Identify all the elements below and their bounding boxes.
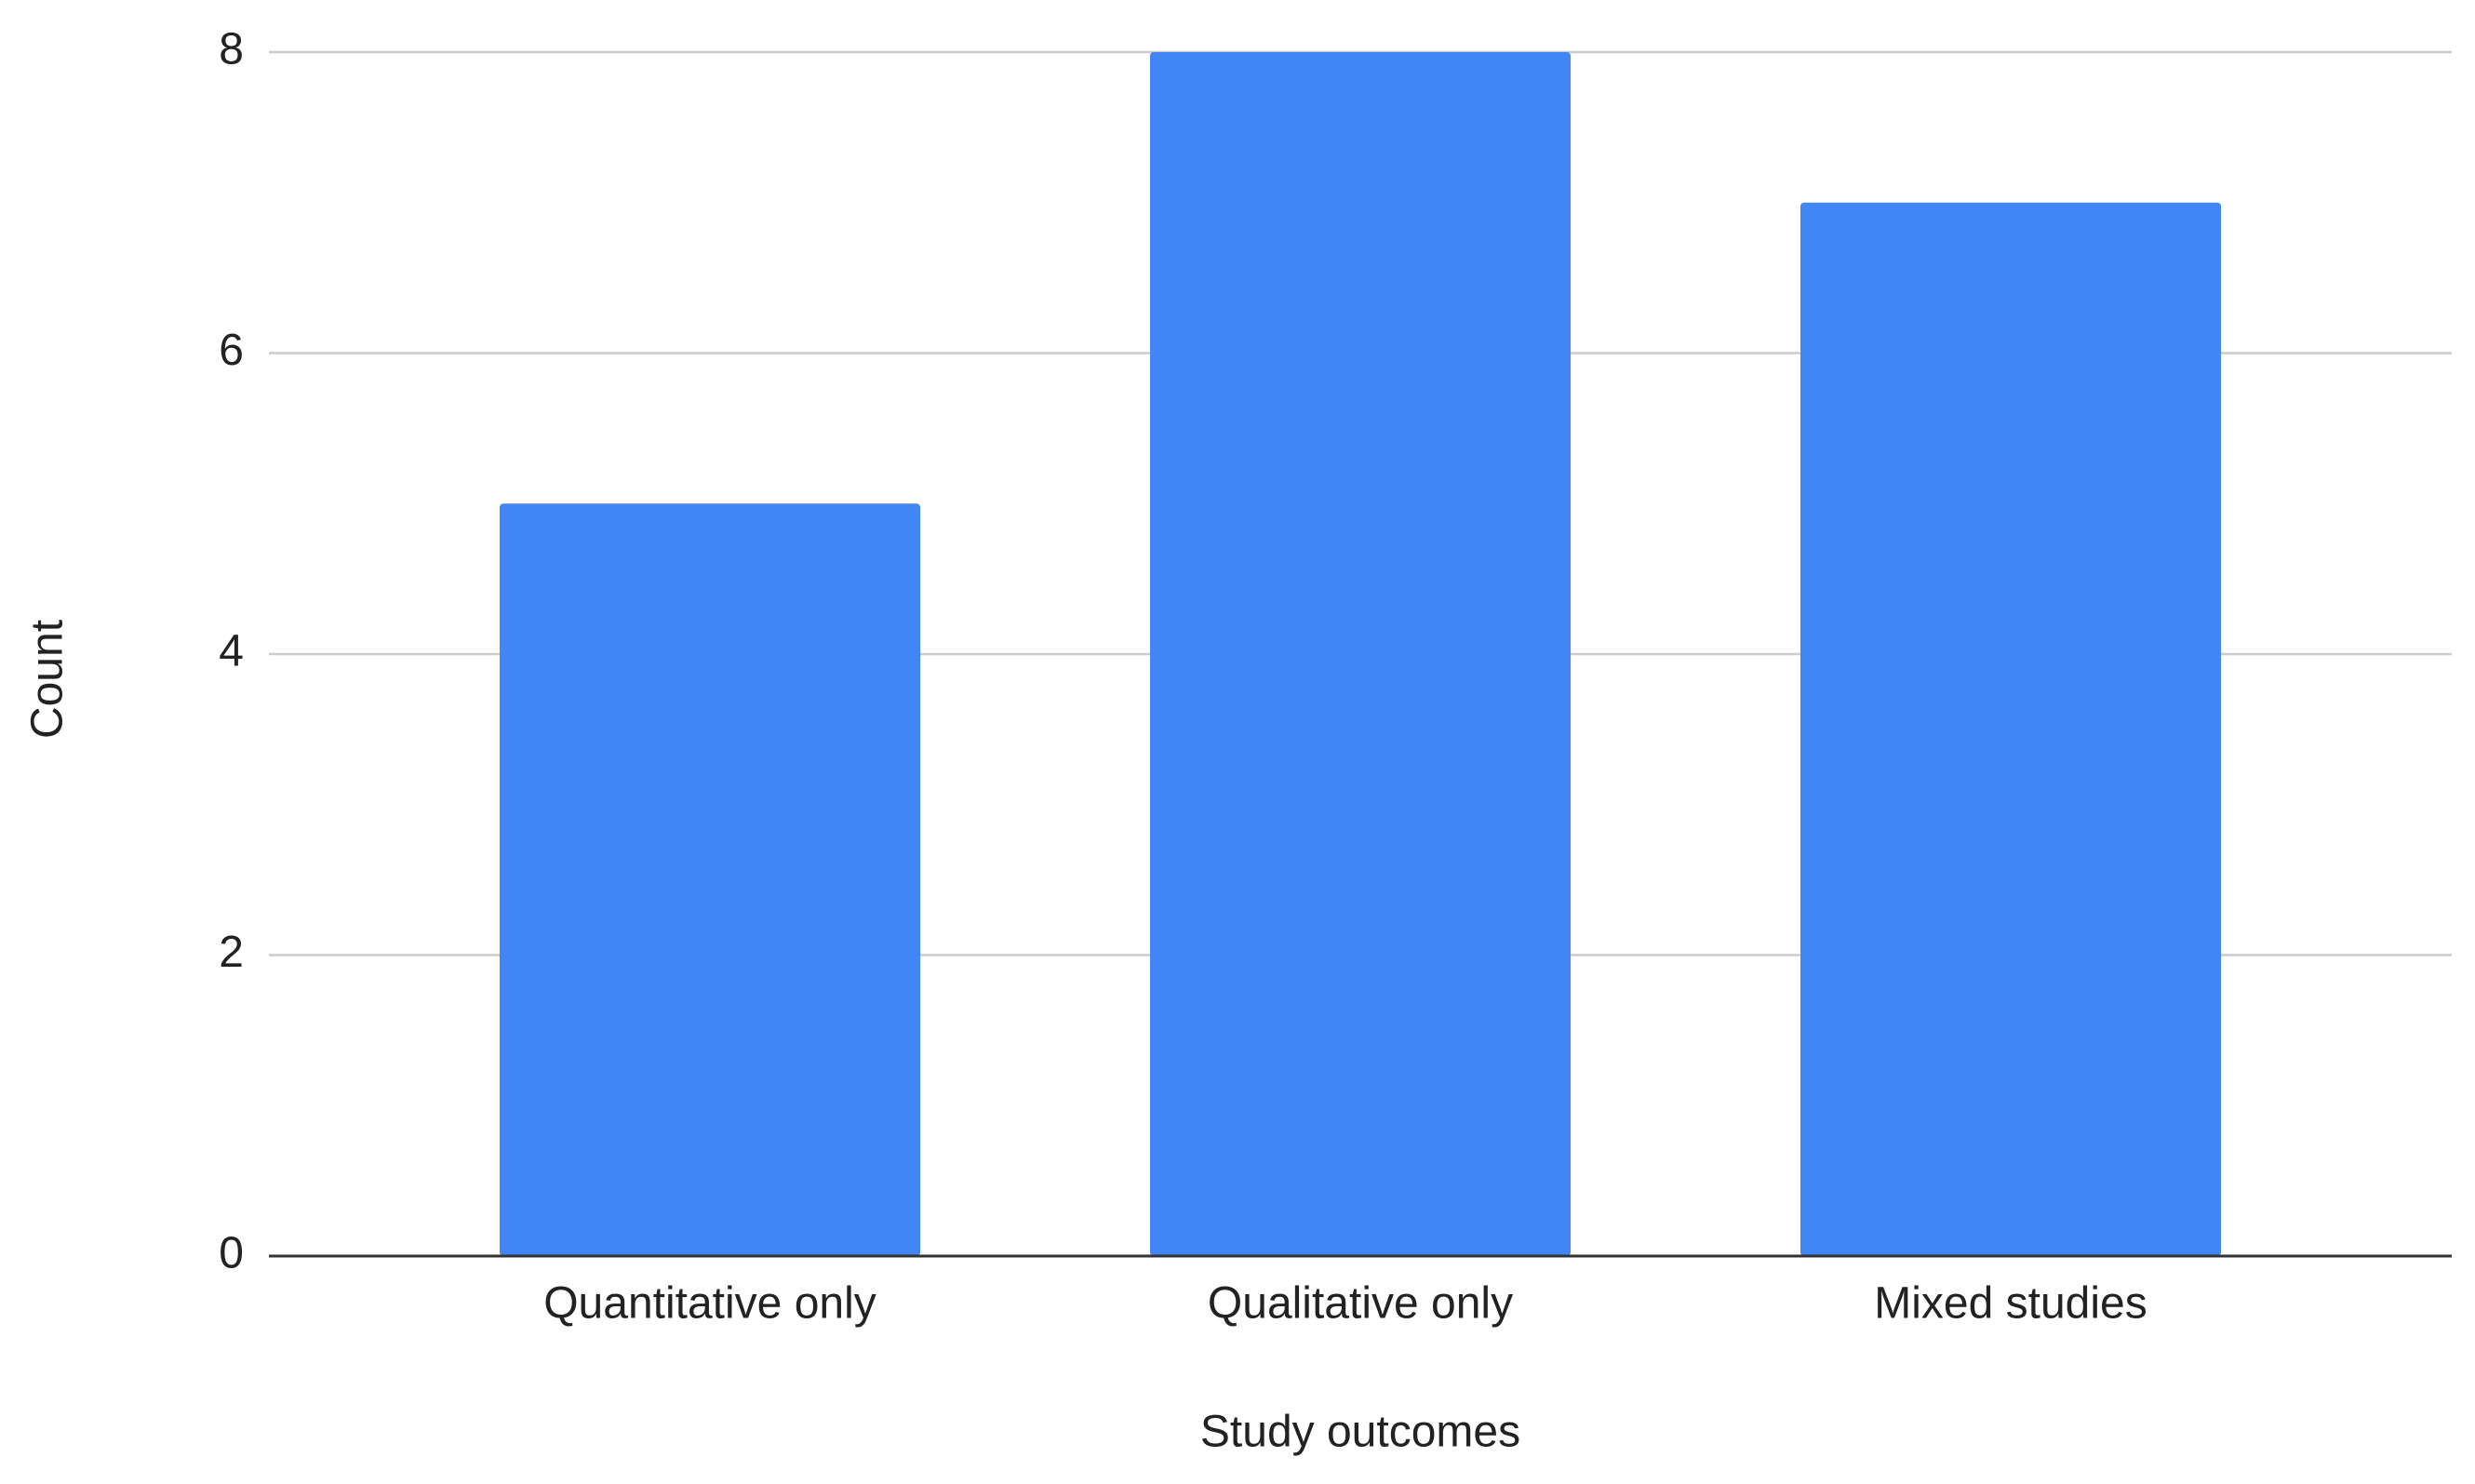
x-tick-label: Mixed studies — [1874, 1279, 2147, 1329]
x-tick-label: Quantitative only — [543, 1279, 876, 1329]
y-tick-label: 6 — [219, 326, 244, 375]
bar — [500, 503, 920, 1256]
bar — [1800, 202, 2221, 1256]
y-tick-label: 8 — [219, 25, 244, 74]
y-tick-label: 2 — [219, 928, 244, 977]
x-axis-title: Study outcomes — [1200, 1408, 1520, 1457]
y-tick-label: 0 — [219, 1229, 244, 1278]
y-axis-title: Count — [23, 620, 73, 739]
y-tick-label: 4 — [219, 627, 244, 676]
x-tick-label: Qualitative only — [1208, 1279, 1513, 1329]
bar — [1150, 52, 1571, 1256]
